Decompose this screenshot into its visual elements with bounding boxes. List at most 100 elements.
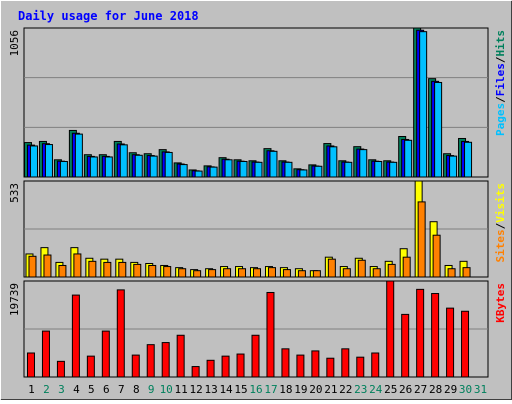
x-tick-label: 12 [190, 383, 203, 396]
y-tick-label: 1056 [8, 30, 21, 57]
bar [371, 352, 380, 378]
bar [266, 291, 275, 378]
bar [193, 270, 202, 278]
x-tick-label: 15 [234, 383, 247, 396]
bar [148, 264, 157, 278]
bar [251, 334, 260, 378]
bar [26, 352, 35, 378]
bar [462, 267, 471, 278]
bar [446, 307, 455, 378]
x-tick-label: 21 [324, 383, 337, 396]
bar [296, 354, 305, 378]
legend-separator: / [494, 96, 507, 103]
bar [416, 288, 425, 378]
bar [281, 348, 290, 378]
bar [88, 260, 97, 278]
bar [341, 348, 350, 378]
x-tick-label: 9 [148, 383, 155, 396]
bar [329, 146, 338, 178]
legend-entry: Visits [494, 183, 507, 223]
legend-entry: Pages [494, 103, 507, 136]
bar [461, 310, 470, 378]
x-tick-label: 1 [28, 383, 35, 396]
bar [299, 169, 308, 178]
bar [387, 263, 396, 278]
x-tick-label: 7 [118, 383, 125, 396]
x-tick-label: 22 [339, 383, 352, 396]
bar [359, 149, 368, 178]
bar [41, 330, 50, 378]
bar [284, 161, 293, 178]
bar [297, 270, 306, 278]
bar [206, 359, 215, 378]
bar [269, 150, 278, 178]
legend-entry: Sites [494, 229, 507, 262]
x-tick-label: 2 [43, 383, 50, 396]
bar [236, 353, 245, 378]
legend-entry: Hits [494, 30, 507, 57]
bar [239, 160, 248, 178]
bar [44, 144, 53, 178]
bar [146, 344, 155, 378]
legend-separator: / [494, 56, 507, 63]
bar [253, 268, 261, 278]
bar [356, 356, 365, 378]
bar [74, 133, 83, 178]
bar [43, 254, 52, 278]
x-tick-label: 19 [294, 383, 307, 396]
bar [238, 268, 247, 278]
bar [118, 261, 127, 278]
x-tick-label: 25 [384, 383, 397, 396]
bar [89, 156, 98, 178]
x-tick-label: 10 [160, 383, 173, 396]
bar [134, 154, 143, 178]
bar [431, 293, 440, 378]
bar [191, 366, 200, 378]
legend: Pages/Files/Hits [494, 30, 507, 136]
legend: Sites/Visits [494, 183, 507, 263]
bar [131, 354, 140, 378]
bar [434, 81, 443, 178]
x-tick-label: 8 [133, 383, 140, 396]
bar [389, 161, 398, 178]
bar [386, 280, 395, 378]
bar [56, 360, 65, 378]
x-tick-label: 18 [279, 383, 292, 396]
bar [344, 161, 353, 178]
bar [282, 269, 291, 278]
x-tick-label: 30 [459, 383, 472, 396]
bar [314, 165, 323, 178]
x-tick-label: 11 [175, 383, 188, 396]
bar [447, 268, 456, 278]
bar [28, 255, 37, 278]
x-tick-label: 27 [414, 383, 427, 396]
x-tick-label: 17 [264, 383, 277, 396]
bar [267, 267, 276, 278]
bar [224, 159, 233, 178]
x-tick-label: 23 [354, 383, 367, 396]
bar [326, 357, 335, 378]
bar [417, 201, 426, 278]
bar [58, 264, 67, 278]
x-tick-label: 29 [444, 383, 457, 396]
bar [149, 155, 158, 178]
bar [209, 166, 218, 178]
x-tick-label: 4 [73, 383, 80, 396]
legend-separator: / [494, 222, 507, 229]
bar [73, 253, 82, 278]
bar [419, 31, 428, 178]
bar [311, 350, 320, 378]
bar [449, 155, 458, 178]
bar [133, 263, 142, 278]
bar [119, 144, 128, 178]
bar [179, 164, 188, 178]
bar [374, 160, 383, 178]
x-tick-label: 28 [429, 383, 442, 396]
bar [223, 268, 232, 278]
bar [327, 258, 336, 278]
bar [432, 234, 441, 278]
bar [59, 160, 68, 178]
bar [104, 156, 113, 178]
